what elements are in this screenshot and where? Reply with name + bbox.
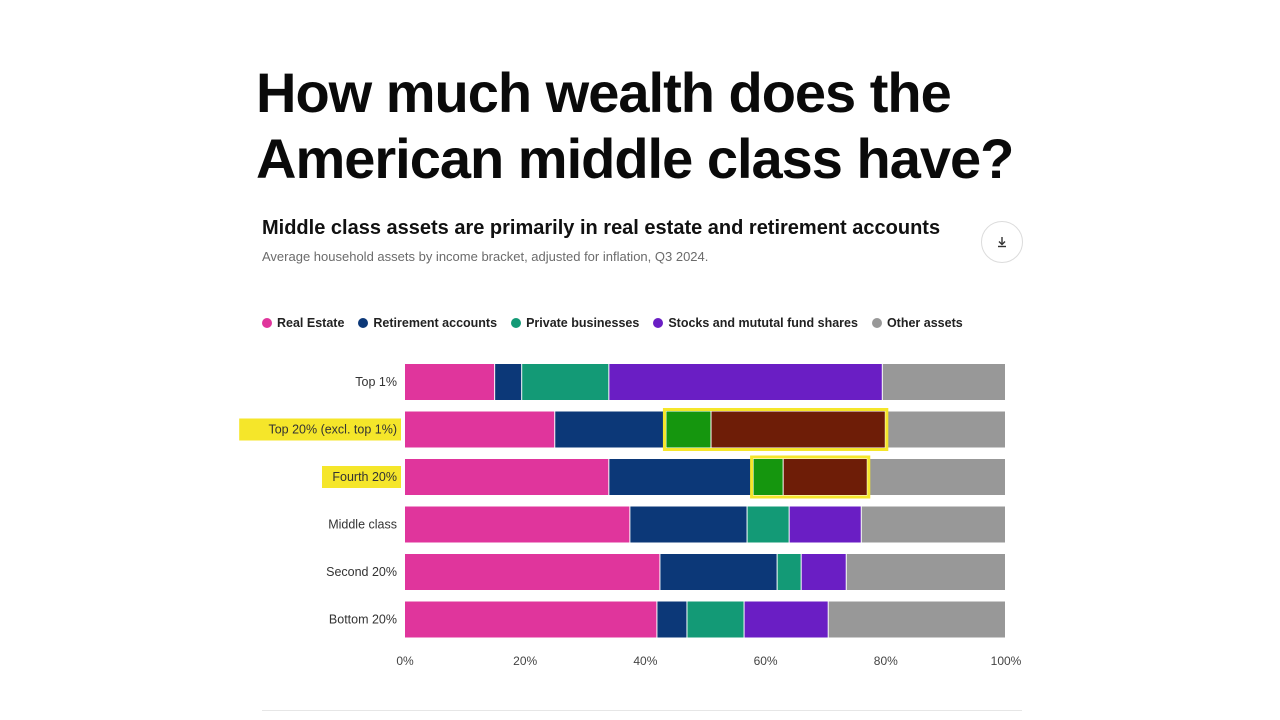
bar-segment-other-assets xyxy=(828,601,1005,638)
legend-item-other-assets: Other assets xyxy=(871,316,963,330)
legend-swatch xyxy=(262,318,272,328)
category-label: Top 1% xyxy=(355,375,397,389)
category-label: Bottom 20% xyxy=(329,613,397,627)
category-label: Second 20% xyxy=(326,565,397,579)
x-tick-label: 100% xyxy=(991,654,1022,668)
bar-segment-stocks-funds xyxy=(744,601,828,638)
chart-title: Middle class assets are primarily in rea… xyxy=(262,217,941,239)
legend-item-retirement-accounts: Retirement accounts xyxy=(358,316,497,330)
bar-segment-real-estate xyxy=(405,601,657,638)
x-tick-label: 20% xyxy=(513,654,537,668)
bar-segment-other-assets xyxy=(867,459,1005,495)
divider xyxy=(262,710,1022,711)
segment-highlight-box xyxy=(662,408,889,451)
bar-segment-stocks-funds xyxy=(609,364,882,400)
bar-segment-real-estate xyxy=(405,506,630,543)
bar-segment-retirement-accounts xyxy=(495,364,522,400)
bar-segment-private-businesses xyxy=(687,601,744,638)
category-label: Middle class xyxy=(328,518,397,532)
bar-segment-stocks-funds xyxy=(801,554,846,590)
legend-item-private-businesses: Private businesses xyxy=(511,316,639,330)
legend-item-stocks-funds: Stocks and mututal fund shares xyxy=(653,316,858,330)
bar-segment-real-estate xyxy=(405,554,660,590)
bar-segment-retirement-accounts xyxy=(630,506,747,543)
bar-segment-private-businesses xyxy=(666,411,711,448)
x-tick-label: 80% xyxy=(874,654,898,668)
bar-segment-retirement-accounts xyxy=(555,411,666,448)
bar-segment-stocks-funds xyxy=(783,459,867,495)
category-label-highlight xyxy=(322,466,401,488)
bar-segment-other-assets xyxy=(861,506,1005,543)
legend-label: Retirement accounts xyxy=(373,316,498,330)
bar-segment-private-businesses xyxy=(777,554,801,590)
segment-highlight-box xyxy=(750,455,871,499)
legend-swatch xyxy=(871,318,882,328)
headline-line-1: How much wealth does the xyxy=(256,61,952,124)
bar-segment-private-businesses xyxy=(522,364,609,400)
bar-segment-retirement-accounts xyxy=(609,459,753,495)
x-tick-label: 40% xyxy=(633,654,657,668)
headline-line-2: American middle class have? xyxy=(256,127,1014,190)
bar-segment-other-assets xyxy=(846,554,1005,590)
category-label-highlight xyxy=(239,418,401,441)
chart-subtitle: Average household assets by income brack… xyxy=(262,249,709,264)
chart-legend: Real Estate Retirement accounts Private bu… xyxy=(262,316,963,330)
bar-segment-real-estate xyxy=(405,364,495,400)
legend-label: Other assets xyxy=(886,316,963,330)
bar-segment-other-assets xyxy=(885,411,1005,448)
legend-swatch xyxy=(653,318,664,328)
bar-segment-stocks-funds xyxy=(711,411,885,448)
bar-segment-private-businesses xyxy=(753,459,783,495)
download-button[interactable] xyxy=(981,221,1023,263)
x-tick-label: 60% xyxy=(754,654,778,668)
category-label: Top 20% (excl. top 1%) xyxy=(268,423,397,437)
legend-swatch xyxy=(511,318,522,328)
bar-segment-retirement-accounts xyxy=(660,554,777,590)
legend-label: Private businesses xyxy=(526,316,640,330)
bar-segment-retirement-accounts xyxy=(657,601,687,638)
category-label: Fourth 20% xyxy=(332,470,397,484)
bar-segment-private-businesses xyxy=(747,506,789,543)
legend-label: Stocks and mututal fund shares xyxy=(668,316,858,330)
page-headline: How much wealth does the American middle… xyxy=(256,60,1056,192)
x-tick-label: 0% xyxy=(396,654,414,668)
download-icon xyxy=(998,237,1006,248)
legend-swatch xyxy=(358,318,369,328)
bar-segment-other-assets xyxy=(882,364,1005,400)
bar-segment-real-estate xyxy=(405,411,555,448)
legend-item-real-estate: Real Estate xyxy=(262,316,344,330)
bar-segment-real-estate xyxy=(405,459,609,495)
legend-label: Real Estate xyxy=(277,316,345,330)
bar-segment-stocks-funds xyxy=(789,506,861,543)
